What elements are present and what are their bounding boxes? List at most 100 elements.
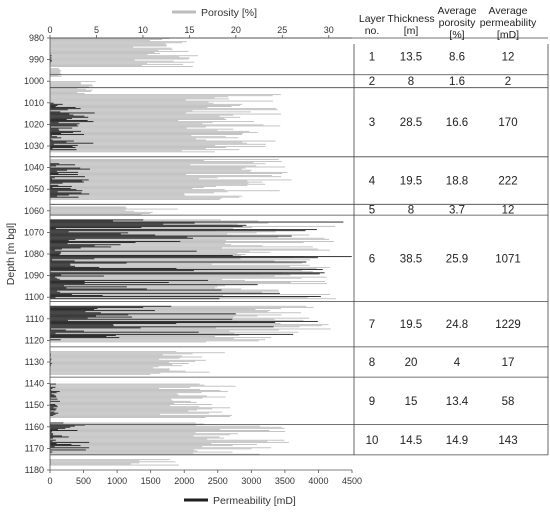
depth-axis-label: Depth [m bgl] <box>5 223 17 286</box>
porosity-bar <box>50 100 273 102</box>
permeability-bar <box>50 262 127 264</box>
porosity-tick-label: 30 <box>324 25 334 35</box>
porosity-bar <box>50 244 232 246</box>
porosity-bar <box>50 59 135 61</box>
porosity-bar <box>50 362 170 363</box>
porosity-bar <box>50 439 285 441</box>
porosity-bar <box>50 445 233 447</box>
permeability-bar <box>50 104 58 106</box>
porosity-bar <box>50 174 187 175</box>
porosity-bar <box>50 72 61 74</box>
porosity-bar <box>50 137 239 139</box>
porosity-bar <box>50 66 193 67</box>
porosity-bar <box>50 191 228 193</box>
permeability-bar <box>50 432 52 434</box>
porosity-bar <box>50 266 330 268</box>
porosity-bar <box>50 406 200 408</box>
permeability-bar <box>50 112 95 114</box>
permeability-bar <box>50 305 172 307</box>
porosity-bar <box>50 407 231 409</box>
permeability-bar <box>50 148 53 150</box>
porosity-bar <box>50 214 142 215</box>
porosity-bar <box>50 392 202 394</box>
porosity-tick-label: 10 <box>138 25 148 35</box>
permeability-bar <box>50 256 352 258</box>
porosity-bar <box>50 312 302 314</box>
porosity-bar <box>50 44 167 46</box>
permeability-bar <box>50 245 95 247</box>
porosity-bar <box>50 129 218 131</box>
porosity-bar <box>50 460 140 462</box>
porosity-bar <box>50 143 266 145</box>
table-cell: 20 <box>405 357 418 369</box>
permeability-bar <box>50 308 98 309</box>
porosity-bar <box>50 53 161 55</box>
table-cell: 25.9 <box>446 253 468 265</box>
permeability-bar <box>50 392 57 394</box>
permeability-bar <box>50 130 82 132</box>
porosity-bar <box>50 251 270 253</box>
porosity-bar <box>50 426 282 428</box>
permeability-bar <box>50 127 73 129</box>
permeability-bar <box>50 329 66 331</box>
porosity-bar <box>50 440 268 442</box>
permeability-bar <box>50 220 113 222</box>
permeability-bar <box>50 434 53 436</box>
porosity-bar <box>50 48 173 50</box>
porosity-bar <box>50 433 238 435</box>
table-cell: 14.5 <box>400 435 422 447</box>
porosity-bar <box>50 82 81 84</box>
porosity-bar <box>50 459 170 461</box>
permeability-bar <box>50 224 247 226</box>
permeability-bar <box>50 268 177 269</box>
permeability-bar <box>50 447 90 449</box>
porosity-bar <box>50 109 278 111</box>
permeability-bar <box>50 383 56 385</box>
porosity-tick-label: 25 <box>277 25 287 35</box>
porosity-bar <box>50 383 200 385</box>
depth-tick-label: 980 <box>29 33 44 43</box>
permeability-axis-label: Permeability [mD] <box>213 495 296 507</box>
porosity-bar <box>50 281 326 282</box>
permeability-bar <box>50 263 71 265</box>
porosity-bar <box>50 234 310 236</box>
table-cell: 7 <box>369 319 375 331</box>
porosity-bar <box>50 71 60 73</box>
porosity-bar <box>50 164 191 166</box>
porosity-bar <box>50 282 291 283</box>
permeability-bar <box>50 273 320 275</box>
table-cell: 19.5 <box>400 319 422 331</box>
permeability-bar <box>50 430 78 431</box>
porosity-bar <box>50 332 235 334</box>
permeability-bar <box>50 288 147 290</box>
porosity-bar <box>50 278 222 280</box>
table-header-text: [m] <box>404 25 419 37</box>
porosity-bar <box>50 158 279 160</box>
permeability-bar <box>50 409 56 411</box>
porosity-bar <box>50 356 203 358</box>
permeability-bar <box>50 310 155 312</box>
porosity-bar <box>50 462 140 464</box>
permeability-bar <box>50 255 233 256</box>
permeability-bar <box>50 439 56 441</box>
permeability-bar <box>50 59 52 61</box>
porosity-bar <box>50 104 240 106</box>
permeability-bar <box>50 422 64 424</box>
porosity-bar <box>50 245 263 247</box>
porosity-bar <box>50 404 213 406</box>
permeability-bar <box>50 134 85 136</box>
porosity-tick-label: 15 <box>184 25 194 35</box>
porosity-bar <box>50 422 196 424</box>
table-cell: 2 <box>369 76 375 88</box>
permeability-bar <box>50 260 75 262</box>
table-cell: 8.6 <box>449 51 465 63</box>
permeability-tick-label: 2500 <box>208 476 228 486</box>
porosity-bar <box>50 242 304 244</box>
porosity-bar <box>50 441 289 443</box>
porosity-bar <box>50 461 176 463</box>
permeability-bar <box>50 129 60 131</box>
permeability-bar <box>50 336 107 337</box>
permeability-bar <box>50 408 57 410</box>
porosity-bar <box>50 65 143 66</box>
permeability-bar <box>50 239 69 241</box>
